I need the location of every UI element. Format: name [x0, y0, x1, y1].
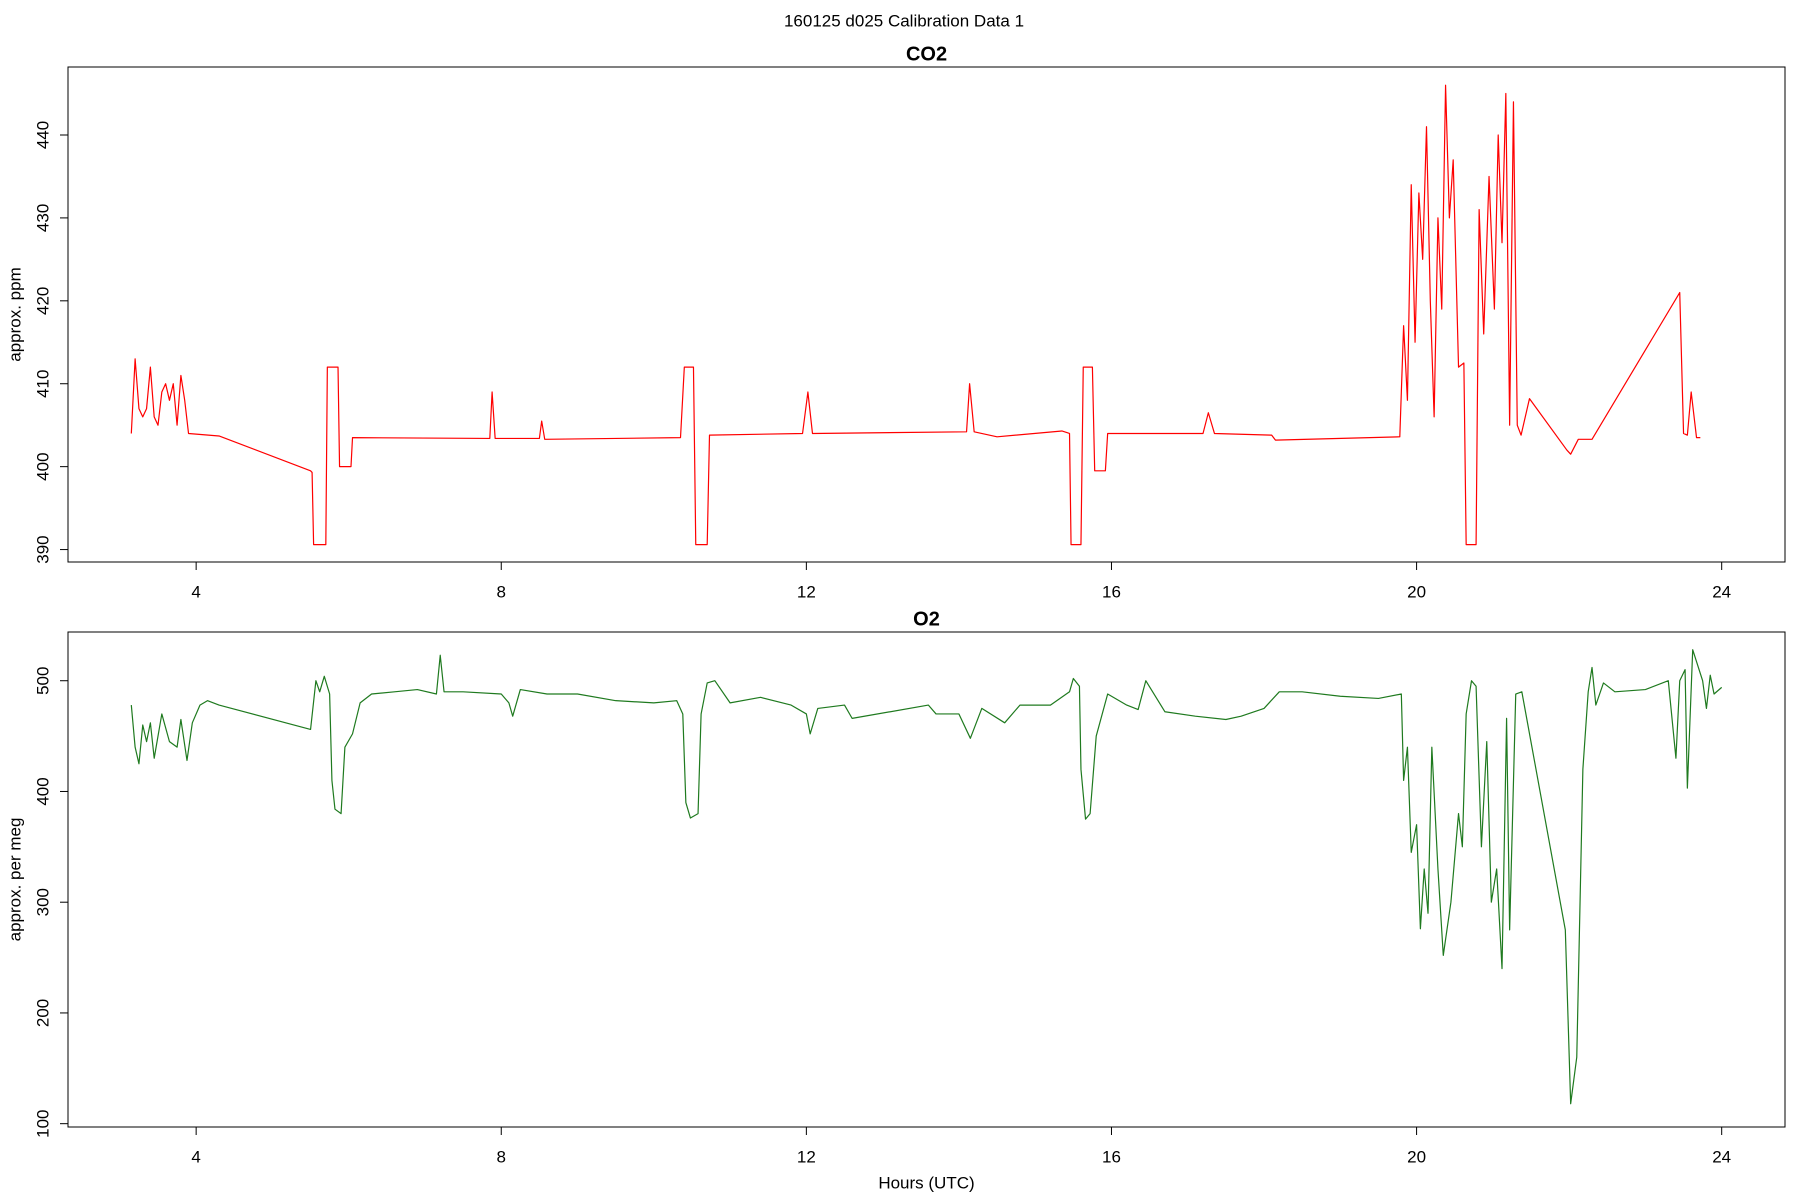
y-axis-label: approx. ppm — [5, 267, 24, 362]
x-tick-label: 4 — [191, 582, 200, 601]
x-tick-label: 16 — [1102, 582, 1121, 601]
panel-title: O2 — [913, 608, 940, 630]
y-tick-label: 300 — [33, 888, 52, 916]
x-tick-label: 20 — [1407, 582, 1426, 601]
plot-frame — [67, 66, 1786, 563]
x-tick-label: 24 — [1712, 582, 1731, 601]
y-tick-label: 440 — [33, 121, 52, 149]
data-line — [130, 649, 1723, 1105]
x-tick-label: 16 — [1102, 1147, 1121, 1166]
y-tick-label: 400 — [33, 777, 52, 805]
y-tick-label: 500 — [33, 667, 52, 695]
data-line — [130, 84, 1701, 546]
panel-title: CO2 — [906, 43, 947, 65]
y-tick-label: 420 — [33, 287, 52, 315]
plot-frame — [67, 631, 1786, 1128]
y-tick-label: 400 — [33, 452, 52, 480]
y-tick-label: 430 — [33, 204, 52, 232]
y-tick-label: 200 — [33, 999, 52, 1027]
y-tick-label: 410 — [33, 370, 52, 398]
x-tick-label: 12 — [797, 1147, 816, 1166]
x-axis-label: Hours (UTC) — [878, 1173, 974, 1192]
y-axis-label: approx. per meg — [5, 818, 24, 942]
page-title: 160125 d025 Calibration Data 1 — [784, 11, 1024, 30]
x-tick-label: 8 — [497, 1147, 506, 1166]
y-tick-label: 100 — [33, 1109, 52, 1137]
x-tick-label: 4 — [191, 1147, 200, 1166]
x-tick-label: 20 — [1407, 1147, 1426, 1166]
y-tick-label: 390 — [33, 535, 52, 563]
x-tick-label: 8 — [497, 582, 506, 601]
x-tick-label: 12 — [797, 582, 816, 601]
x-tick-label: 24 — [1712, 1147, 1731, 1166]
